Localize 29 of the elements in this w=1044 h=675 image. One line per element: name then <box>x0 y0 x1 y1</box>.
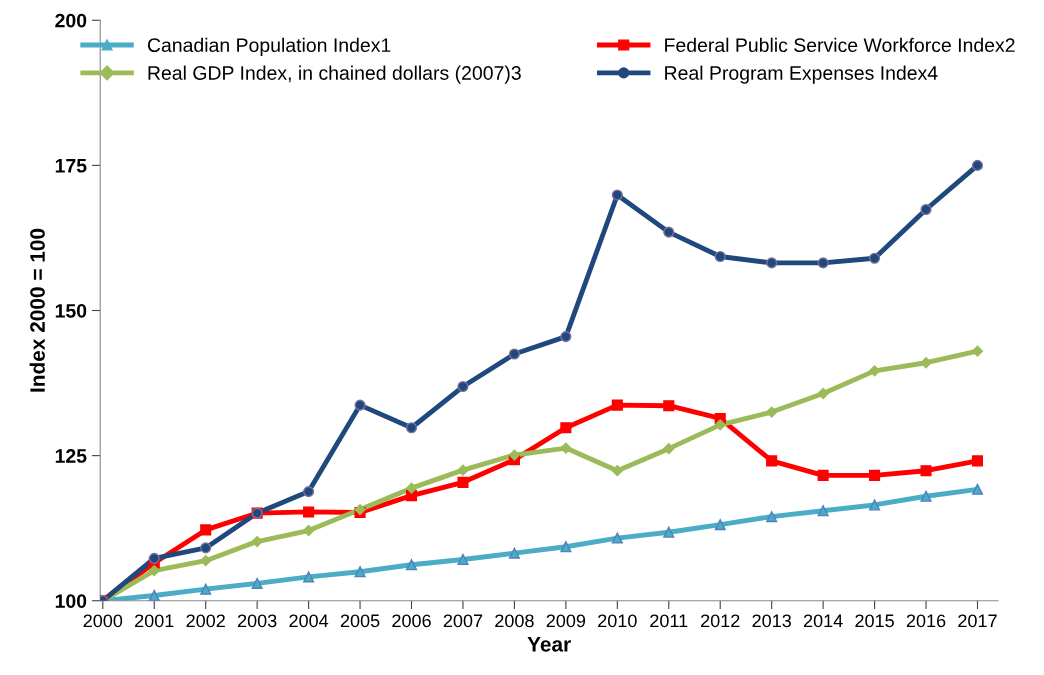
x-tick-label: 2004 <box>289 614 329 628</box>
x-tick-label: 2017 <box>958 614 997 628</box>
y-tick-label: 150 <box>55 303 87 318</box>
x-tick-label: 2007 <box>443 614 483 628</box>
x-tick-label: 2001 <box>135 614 174 628</box>
x-tick-label: 2010 <box>598 614 637 628</box>
y-tick-label: 100 <box>55 594 87 608</box>
x-tick-label: 2016 <box>906 614 946 628</box>
x-tick-label: 2013 <box>752 614 791 628</box>
x-tick-label: 2008 <box>495 614 534 628</box>
x-tick-label: 2014 <box>803 614 843 628</box>
y-tick-label: 200 <box>55 13 87 28</box>
x-axis-title: Year <box>527 637 571 652</box>
y-axis-title: Index 2000 = 100 <box>29 228 45 392</box>
y-tick-label: 125 <box>55 449 87 463</box>
x-tick-label: 2000 <box>83 614 123 628</box>
legend-label: Real GDP Index, in chained dollars (2007)3 <box>148 65 521 84</box>
legend-label: Federal Public Service Workforce Index2 <box>665 37 1015 53</box>
x-tick-label: 2005 <box>340 614 380 628</box>
x-tick-label: 2003 <box>237 614 277 628</box>
y-tick-label: 175 <box>55 159 87 173</box>
x-tick-label: 2006 <box>392 614 431 628</box>
x-tick-label: 2002 <box>186 614 225 628</box>
x-tick-label: 2012 <box>701 614 740 628</box>
legend-label: Canadian Population Index1 <box>147 37 391 56</box>
x-tick-label: 2009 <box>546 614 586 628</box>
x-tick-label: 2011 <box>650 614 688 628</box>
legend-label: Real Program Expenses Index4 <box>665 65 938 84</box>
x-tick-label: 2015 <box>855 614 894 628</box>
